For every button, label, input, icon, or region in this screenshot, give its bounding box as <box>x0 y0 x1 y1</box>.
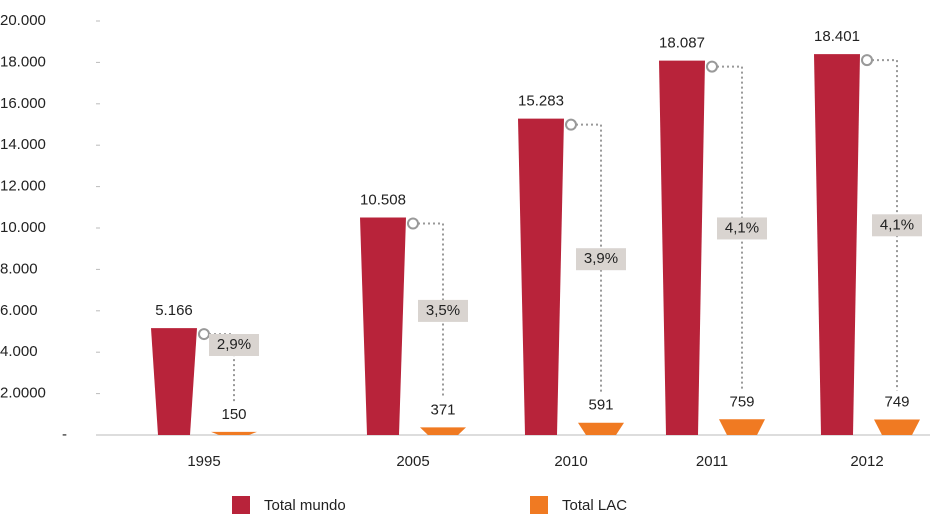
connector <box>712 65 743 391</box>
connector-dot <box>198 328 210 341</box>
y-tick-label: 14.000 <box>0 136 46 153</box>
bar <box>518 118 564 435</box>
value-label: 749 <box>884 393 909 410</box>
value-label: 5.166 <box>155 302 193 319</box>
legend-label: Total LAC <box>562 497 627 514</box>
value-label: 18.401 <box>814 28 860 45</box>
annotation-box <box>418 299 468 322</box>
y-tick-label: 18.000 <box>0 53 46 70</box>
annotation-box <box>209 334 259 356</box>
y-tick-label: 4.000 <box>0 343 38 360</box>
bar <box>719 419 765 435</box>
x-tick-label: 2011 <box>696 453 728 470</box>
value-label: 18.087 <box>659 35 705 52</box>
bar <box>151 328 197 435</box>
annotation-box <box>717 217 767 240</box>
bar <box>814 54 860 435</box>
annotation: 4,1% <box>880 216 914 233</box>
x-tick-label: 2005 <box>396 453 429 470</box>
y-tick-label: 6.000 <box>0 302 38 319</box>
value-label: 150 <box>221 406 246 423</box>
value-label: 15.283 <box>518 93 564 110</box>
connector-dot <box>861 54 873 67</box>
annotation: 3,9% <box>584 250 618 267</box>
connector-dot <box>706 60 718 73</box>
connector <box>867 59 898 391</box>
value-label: 10.508 <box>360 191 406 208</box>
value-label: 371 <box>430 401 455 418</box>
y-tick-label: 2.0000 <box>0 385 46 402</box>
annotation-box <box>576 248 626 271</box>
bar <box>420 427 466 435</box>
legend-swatch <box>530 496 548 514</box>
x-tick-label: 2012 <box>850 453 883 470</box>
y-tick-label: 16.000 <box>0 95 46 112</box>
y-tick-label: 10.000 <box>0 219 46 236</box>
annotation: 3,5% <box>426 302 460 319</box>
bar <box>874 419 920 435</box>
legend-label: Total mundo <box>264 497 346 514</box>
y-tick-label: - <box>62 426 67 443</box>
annotation-box <box>872 214 922 237</box>
x-tick-label: 1995 <box>187 453 220 470</box>
annotation: 4,1% <box>725 219 759 236</box>
connector <box>571 123 602 394</box>
connector-dot <box>565 118 577 131</box>
annotation: 2,9% <box>217 336 251 353</box>
value-label: 591 <box>588 397 613 414</box>
y-tick-label: 12.000 <box>0 178 46 195</box>
x-tick-label: 2010 <box>554 453 587 470</box>
y-tick-label: 8.000 <box>0 260 38 277</box>
bar <box>211 431 257 435</box>
bar <box>578 422 624 435</box>
y-tick-label: 20.000 <box>0 12 46 29</box>
bar <box>659 60 705 436</box>
bar <box>360 217 406 435</box>
connector-dot <box>407 217 419 230</box>
value-label: 759 <box>729 393 754 410</box>
legend-swatch <box>232 496 250 514</box>
connector <box>413 222 444 399</box>
